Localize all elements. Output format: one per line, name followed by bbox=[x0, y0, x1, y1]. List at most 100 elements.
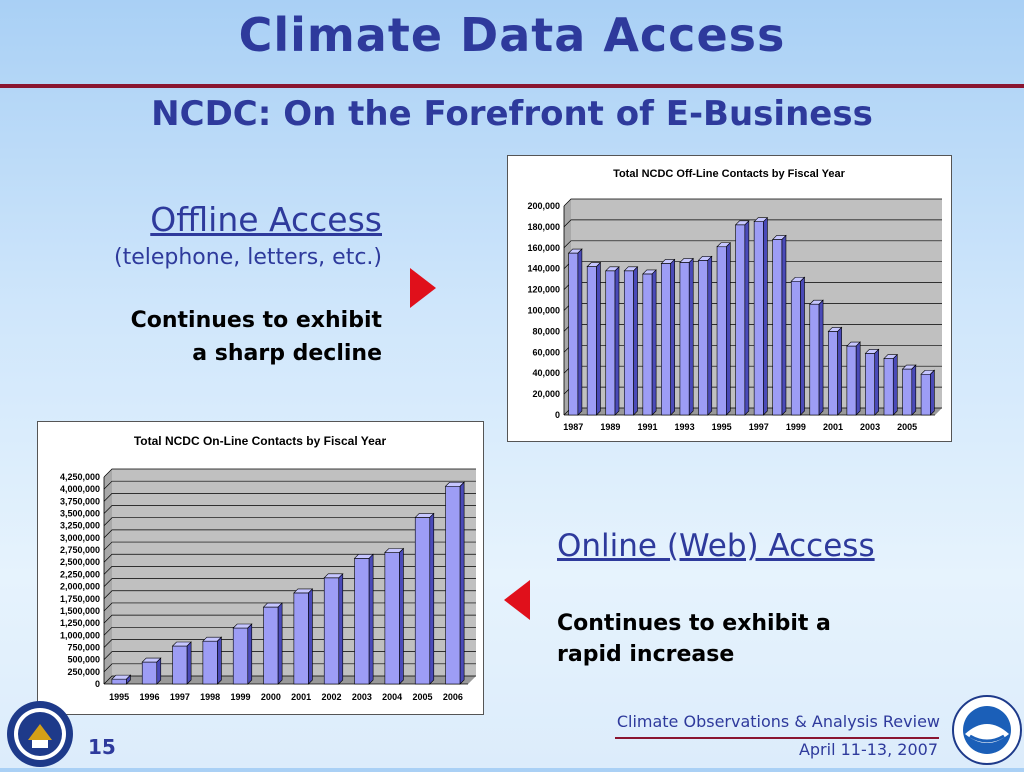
bar bbox=[141, 657, 162, 685]
bar-side bbox=[800, 276, 805, 416]
right-arrow-icon bbox=[410, 268, 436, 308]
bar-front bbox=[790, 280, 801, 416]
x-tick-label: 1997 bbox=[170, 692, 190, 702]
bar bbox=[827, 326, 843, 416]
x-tick-label: 2006 bbox=[443, 692, 463, 702]
y-tick-label: 3,000,000 bbox=[60, 533, 100, 543]
y-tick-label: 3,750,000 bbox=[60, 496, 100, 506]
bar bbox=[790, 276, 806, 416]
gridline bbox=[103, 517, 476, 526]
y-tick-label: 100,000 bbox=[527, 306, 560, 316]
bar bbox=[920, 369, 936, 416]
x-tick-label: 1991 bbox=[637, 422, 657, 432]
y-tick-label: 140,000 bbox=[527, 264, 560, 274]
online-text-line1: Continues to exhibit a bbox=[557, 611, 831, 636]
footer-divider bbox=[615, 737, 939, 739]
bar bbox=[697, 255, 713, 416]
y-tick-label: 20,000 bbox=[532, 389, 560, 399]
bar-side bbox=[744, 220, 750, 416]
online-chart-svg: Total NCDC On-Line Contacts by Fiscal Ye… bbox=[60, 434, 476, 702]
y-tick-label: 1,500,000 bbox=[60, 606, 100, 616]
bar bbox=[323, 573, 344, 685]
gridline bbox=[103, 493, 476, 502]
gridline bbox=[103, 553, 476, 563]
bar-front bbox=[809, 303, 820, 416]
bar-front bbox=[414, 517, 431, 685]
x-tick-label: 1995 bbox=[109, 692, 129, 702]
bar-side bbox=[837, 326, 842, 416]
slide-subtitle: NCDC: On the Forefront of E-Business bbox=[151, 94, 873, 134]
bar-front bbox=[883, 358, 894, 416]
bar-front bbox=[568, 252, 579, 416]
x-tick-label: 1993 bbox=[675, 422, 695, 432]
y-tick-label: 180,000 bbox=[527, 222, 560, 232]
bar bbox=[623, 266, 639, 416]
online-access-heading[interactable]: Online (Web) Access bbox=[557, 528, 875, 564]
bar-side bbox=[126, 674, 131, 685]
x-tick-label: 2004 bbox=[382, 692, 402, 702]
bar-front bbox=[202, 640, 218, 685]
bar-front bbox=[323, 577, 340, 685]
bar bbox=[567, 248, 583, 416]
online-text-line2: rapid increase bbox=[557, 642, 735, 667]
bar bbox=[384, 547, 405, 685]
bar-side bbox=[368, 553, 374, 685]
x-tick-label: 2001 bbox=[823, 422, 843, 432]
bar-side bbox=[726, 242, 731, 416]
bar-front bbox=[642, 273, 653, 416]
gridline bbox=[563, 219, 942, 228]
bar-side bbox=[670, 258, 675, 416]
bar-side bbox=[874, 348, 880, 416]
y-tick-label: 80,000 bbox=[532, 326, 560, 336]
bar-side bbox=[781, 234, 787, 416]
y-tick-label: 1,000,000 bbox=[60, 630, 100, 640]
bar bbox=[586, 261, 602, 416]
offline-access-heading[interactable]: Offline Access bbox=[150, 200, 382, 239]
bar bbox=[771, 234, 787, 416]
bar-front bbox=[902, 368, 913, 416]
y-tick-label: 1,750,000 bbox=[60, 594, 100, 604]
offline-text-line1: Continues to exhibit bbox=[130, 308, 382, 333]
bar-side bbox=[930, 369, 935, 416]
bar-front bbox=[172, 645, 188, 685]
bar-side bbox=[308, 588, 313, 685]
online-chart: Total NCDC On-Line Contacts by Fiscal Ye… bbox=[37, 421, 484, 715]
bar-front bbox=[920, 373, 931, 416]
bar-side bbox=[651, 269, 657, 416]
y-tick-label: 200,000 bbox=[527, 201, 560, 211]
x-tick-label: 2003 bbox=[352, 692, 372, 702]
bar bbox=[642, 269, 657, 416]
x-tick-label: 1995 bbox=[712, 422, 732, 432]
gridline bbox=[103, 529, 476, 539]
bar-front bbox=[605, 270, 616, 416]
bar bbox=[262, 602, 283, 685]
plot-back-wall bbox=[104, 469, 476, 684]
y-tick-label: 3,500,000 bbox=[60, 509, 100, 519]
department-of-commerce-seal-icon bbox=[6, 700, 74, 772]
bar-front bbox=[623, 270, 634, 416]
bar bbox=[846, 341, 861, 416]
bar-front bbox=[828, 331, 838, 416]
bar-front bbox=[293, 592, 309, 685]
offline-access-subheading: (telephone, letters, etc.) bbox=[114, 245, 382, 270]
footer-event-name: Climate Observations & Analysis Review bbox=[616, 712, 940, 731]
bar-side bbox=[614, 266, 620, 416]
bar-front bbox=[735, 224, 746, 416]
x-tick-label: 2005 bbox=[412, 692, 432, 702]
bar-side bbox=[633, 266, 638, 416]
y-tick-label: 2,250,000 bbox=[60, 569, 100, 579]
y-tick-label: 2,500,000 bbox=[60, 557, 100, 567]
online-access-description: Continues to exhibit a rapid increase bbox=[557, 608, 877, 670]
y-tick-label: 0 bbox=[555, 410, 560, 420]
bar-side bbox=[707, 255, 713, 416]
bar-side bbox=[577, 248, 583, 416]
bar-side bbox=[596, 261, 601, 416]
bar-front bbox=[232, 627, 249, 685]
gridline bbox=[563, 240, 942, 249]
bar-front bbox=[661, 263, 671, 416]
bar bbox=[414, 512, 435, 685]
bar bbox=[753, 216, 769, 416]
bar-side bbox=[688, 257, 694, 416]
slide-title: Climate Data Access bbox=[238, 8, 786, 62]
y-tick-label: 1,250,000 bbox=[60, 618, 100, 628]
